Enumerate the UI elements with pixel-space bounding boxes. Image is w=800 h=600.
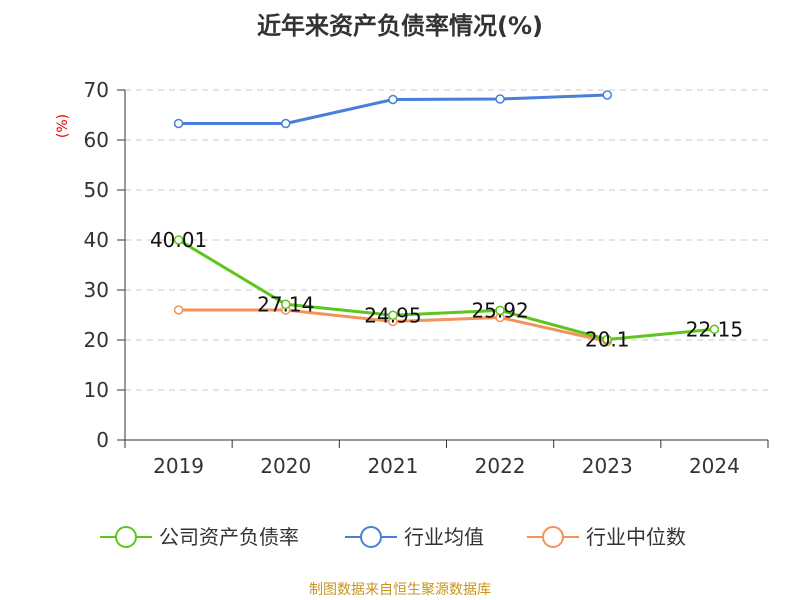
data-point (495, 305, 505, 316)
y-tick-label: 0 (96, 428, 109, 452)
data-point (173, 118, 184, 129)
data-point (281, 299, 291, 310)
y-tick-label: 20 (84, 328, 109, 352)
legend-label: 行业均值 (404, 525, 484, 549)
data-point (602, 90, 612, 100)
y-tick-label: 50 (84, 178, 109, 202)
legend-marker (360, 526, 382, 548)
data-point (495, 94, 505, 104)
data-labels: 40.01 27.14 24.95 25.92 20.1 22.15 (150, 228, 743, 352)
y-tick-label: 10 (84, 378, 109, 402)
legend-label: 公司资产负债率 (159, 525, 299, 549)
legend: 公司资产负债率 行业均值 行业中位数 (100, 525, 686, 549)
x-tick-label: 2024 (689, 454, 740, 478)
data-point (388, 94, 398, 105)
x-tick-label: 2020 (260, 454, 311, 478)
data-point (173, 235, 184, 245)
series-group (173, 90, 720, 347)
series-line (177, 238, 715, 341)
x-tick-label: 2019 (153, 454, 204, 478)
data-label: 20.1 (585, 328, 630, 352)
data-point (602, 334, 612, 345)
y-axis-label: (%) (55, 114, 71, 138)
x-tick-labels: 2019 2020 2021 2022 2023 2024 (153, 454, 740, 478)
chart-title: 近年来资产负债率情况(%) (257, 12, 543, 40)
legend-label: 行业中位数 (586, 525, 686, 549)
data-point (281, 118, 291, 129)
data-label: 25.92 (471, 298, 528, 322)
y-tick-label: 60 (84, 128, 109, 152)
data-point (173, 305, 184, 315)
legend-marker (115, 526, 137, 548)
x-tick-label: 2021 (367, 454, 418, 478)
data-point (388, 310, 398, 320)
x-tick-label: 2023 (582, 454, 633, 478)
data-label: 27.14 (257, 292, 314, 316)
y-tick-label: 40 (84, 228, 109, 252)
data-point (709, 324, 720, 334)
axes (117, 89, 769, 448)
data-label: 24.95 (364, 303, 421, 327)
y-tick-labels: 0 10 20 30 40 50 60 70 (84, 78, 109, 452)
y-tick-label: 30 (84, 278, 109, 302)
y-tick-label: 70 (84, 78, 109, 102)
x-tick-label: 2022 (475, 454, 526, 478)
data-label: 22.15 (686, 317, 743, 341)
source-note: 制图数据来自恒生聚源数据库 (309, 582, 491, 598)
grid-lines (125, 89, 768, 391)
legend-marker (542, 526, 564, 548)
data-label: 40.01 (150, 228, 207, 252)
